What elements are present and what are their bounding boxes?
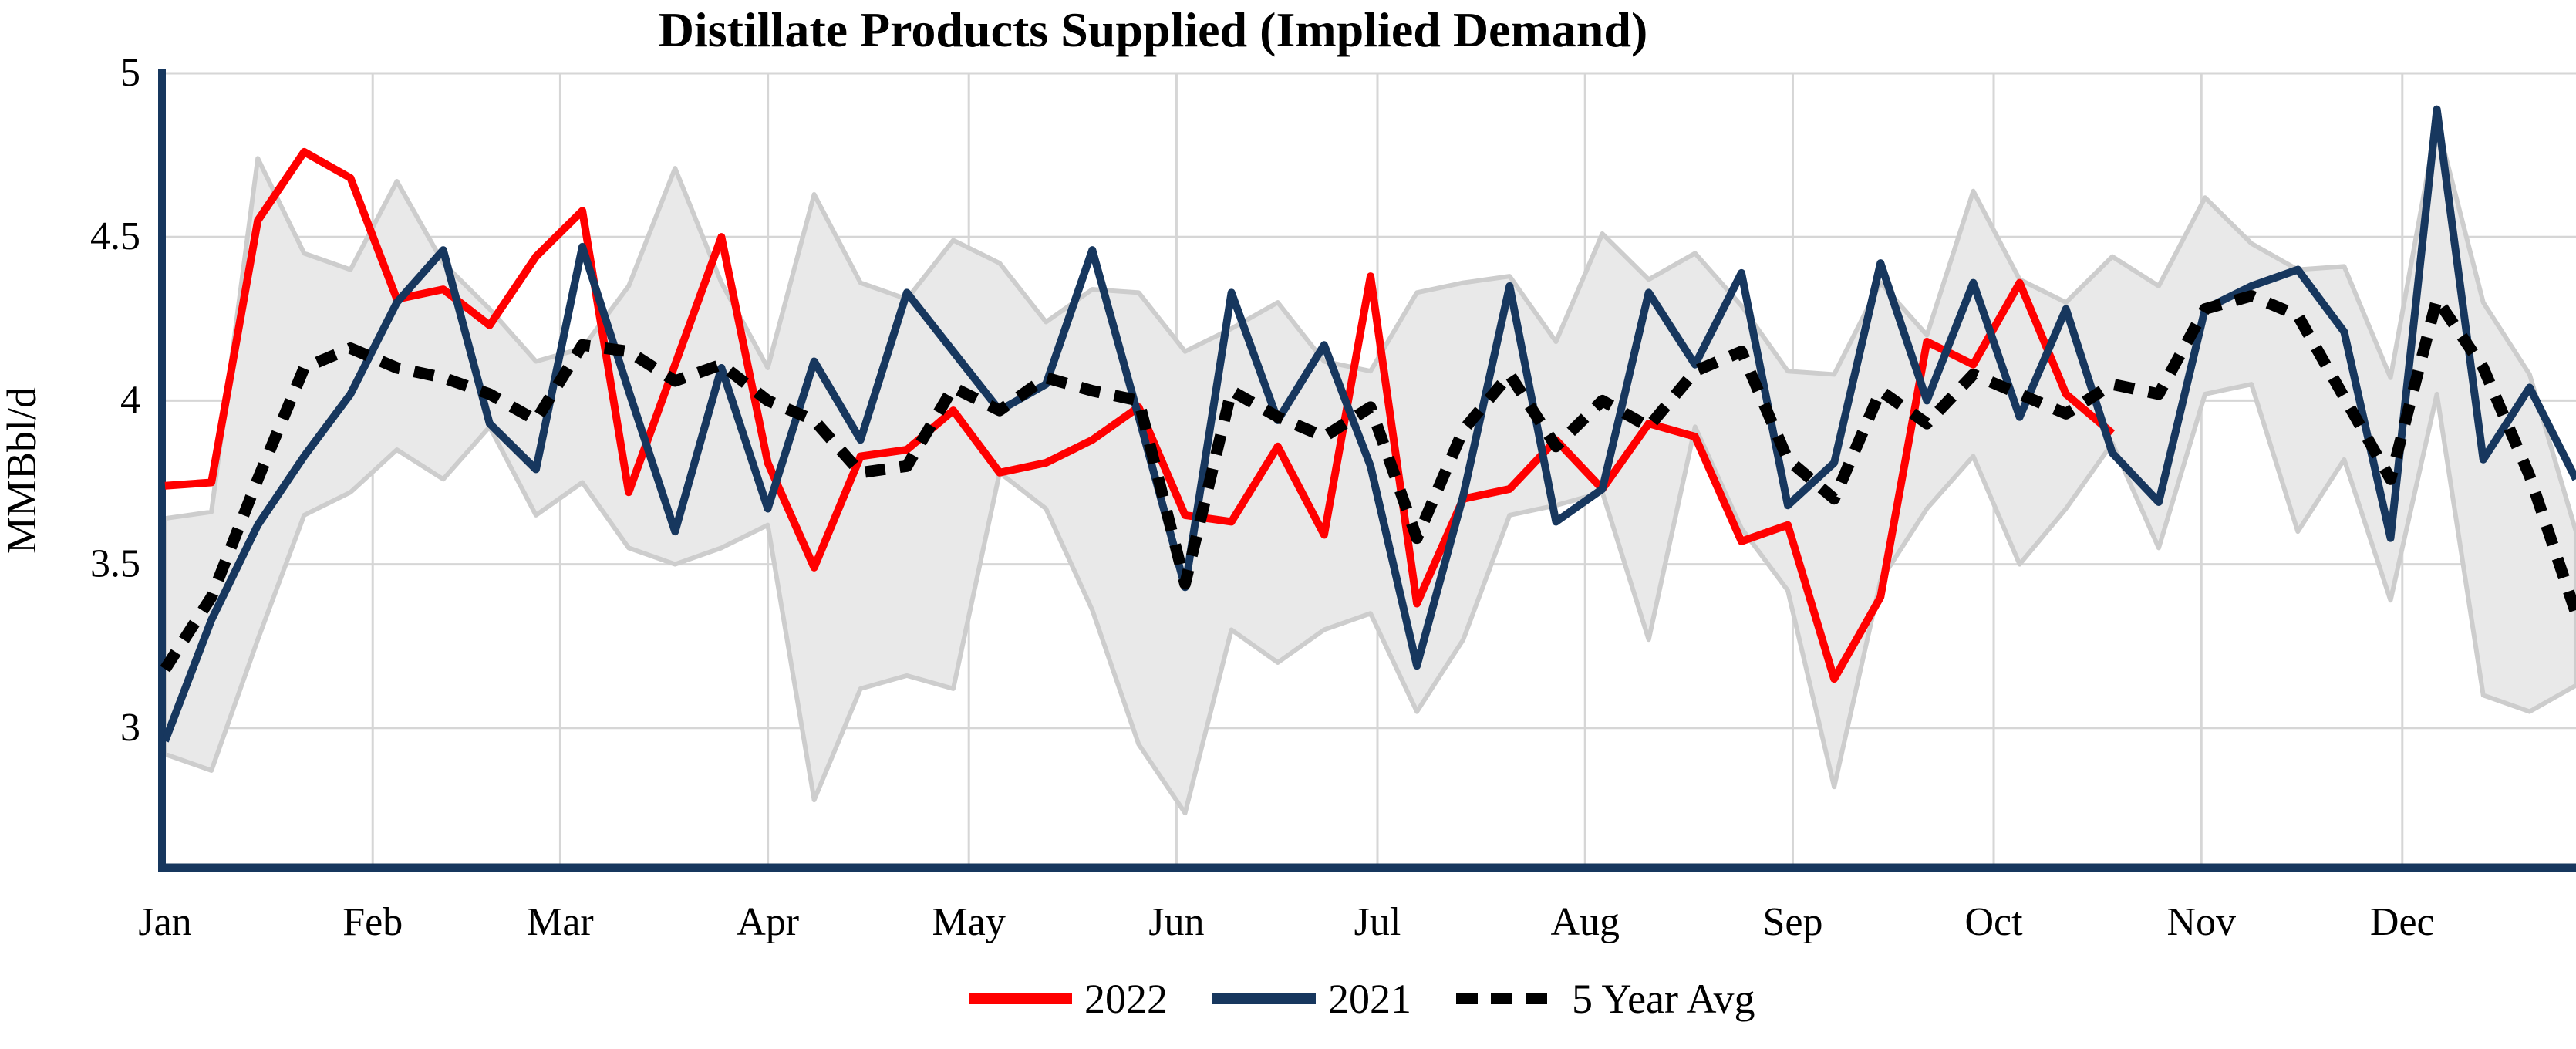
- x-tick-label-jun: Jun: [1148, 900, 1204, 944]
- legend-label-5-year-avg: 5 Year Avg: [1572, 976, 1755, 1022]
- legend-label-2022: 2022: [1084, 976, 1168, 1022]
- y-tick-label: 3: [120, 706, 140, 750]
- x-tick-label-may: May: [932, 900, 1006, 944]
- x-tick-label-dec: Dec: [2370, 900, 2435, 944]
- x-tick-label-apr: Apr: [737, 900, 799, 944]
- x-tick-label-oct: Oct: [1964, 900, 2023, 944]
- x-tick-label-nov: Nov: [2166, 900, 2236, 944]
- y-tick-label: 5: [120, 51, 140, 95]
- x-tick-label-jul: Jul: [1354, 900, 1401, 944]
- chart-title: Distillate Products Supplied (Implied De…: [658, 2, 1648, 57]
- legend-label-2021: 2021: [1328, 976, 1411, 1022]
- x-tick-label-jan: Jan: [138, 900, 191, 944]
- series-line-5-year-avg: [160, 290, 2576, 673]
- y-tick-label: 4: [120, 378, 140, 422]
- y-axis-title: MMBbl/d: [0, 387, 45, 554]
- x-tick-label-aug: Aug: [1550, 900, 1620, 944]
- series-line-2021: [161, 105, 2576, 743]
- x-tick-label-sep: Sep: [1762, 900, 1822, 944]
- y-tick-label: 4.5: [90, 214, 140, 258]
- x-tick-label-mar: Mar: [527, 900, 594, 944]
- y-tick-label: 3.5: [90, 542, 140, 586]
- x-tick-label-feb: Feb: [342, 900, 403, 944]
